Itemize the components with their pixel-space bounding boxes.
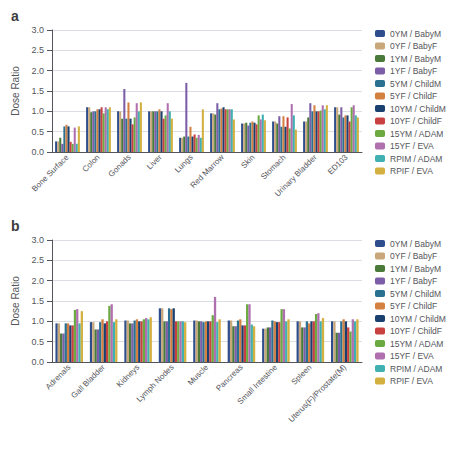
svg-text:1YF / BabyF: 1YF / BabyF xyxy=(390,276,437,286)
svg-text:Pancreas: Pancreas xyxy=(214,363,244,393)
svg-text:Kidneys: Kidneys xyxy=(115,363,141,389)
svg-text:Skin: Skin xyxy=(239,153,256,170)
svg-text:2.0: 2.0 xyxy=(31,276,44,286)
svg-text:Spleen: Spleen xyxy=(290,363,314,387)
svg-text:15YF / EVA: 15YF / EVA xyxy=(390,351,434,361)
svg-text:1YM / BabyM: 1YM / BabyM xyxy=(390,54,441,64)
svg-text:a: a xyxy=(11,8,19,24)
svg-text:1.0: 1.0 xyxy=(31,316,44,326)
svg-text:1YM / BabyM: 1YM / BabyM xyxy=(390,264,441,274)
svg-text:2.5: 2.5 xyxy=(31,45,44,55)
svg-text:Stomach: Stomach xyxy=(259,153,288,182)
svg-text:Uterus(F)/Prostate(M): Uterus(F)/Prostate(M) xyxy=(287,363,349,425)
svg-text:Lymph Nodes: Lymph Nodes xyxy=(135,363,176,404)
svg-text:RPIF / EVA: RPIF / EVA xyxy=(390,166,433,176)
svg-text:10YM / ChildM: 10YM / ChildM xyxy=(390,314,446,324)
svg-text:Dose Ratio: Dose Ratio xyxy=(10,276,21,326)
svg-text:Urinary Bladder: Urinary Bladder xyxy=(273,153,319,199)
svg-text:1.5: 1.5 xyxy=(31,296,44,306)
svg-text:3.0: 3.0 xyxy=(31,25,44,35)
svg-text:RPIF / EVA: RPIF / EVA xyxy=(390,376,433,386)
svg-text:5YM / ChildM: 5YM / ChildM xyxy=(390,79,441,89)
svg-text:Gonads: Gonads xyxy=(107,153,133,179)
svg-text:15YF / EVA: 15YF / EVA xyxy=(390,141,434,151)
svg-text:Red Marrow: Red Marrow xyxy=(189,153,226,190)
svg-text:1.5: 1.5 xyxy=(31,86,44,96)
svg-text:0.5: 0.5 xyxy=(31,337,44,347)
svg-text:3.0: 3.0 xyxy=(31,235,44,245)
svg-text:Bone Surface: Bone Surface xyxy=(30,152,71,193)
svg-text:0.5: 0.5 xyxy=(31,127,44,137)
svg-text:2.5: 2.5 xyxy=(31,255,44,265)
svg-text:1YF / BabyF: 1YF / BabyF xyxy=(390,66,437,76)
svg-text:5YF / ChildF: 5YF / ChildF xyxy=(390,301,437,311)
svg-text:5YM / ChildM: 5YM / ChildM xyxy=(390,289,441,299)
svg-text:0YM / BabyM: 0YM / BabyM xyxy=(390,29,441,39)
svg-text:0.0: 0.0 xyxy=(31,147,44,157)
svg-text:Lungs: Lungs xyxy=(173,153,195,175)
svg-text:0.0: 0.0 xyxy=(31,357,44,367)
svg-text:Colon: Colon xyxy=(81,153,102,174)
svg-text:Gall Bladder: Gall Bladder xyxy=(69,363,107,401)
svg-text:5YF / ChildF: 5YF / ChildF xyxy=(390,91,437,101)
svg-text:Dose Ratio: Dose Ratio xyxy=(10,66,21,116)
svg-text:ED103: ED103 xyxy=(326,152,350,176)
svg-text:Adrenals: Adrenals xyxy=(44,363,73,392)
svg-text:b: b xyxy=(11,218,20,234)
svg-text:10YF / ChildF: 10YF / ChildF xyxy=(390,326,442,336)
svg-text:0YM / BabyM: 0YM / BabyM xyxy=(390,239,441,249)
svg-text:0YF / BabyF: 0YF / BabyF xyxy=(390,251,437,261)
svg-text:15YM / ADAM: 15YM / ADAM xyxy=(390,129,443,139)
svg-text:Small Intestine: Small Intestine xyxy=(236,362,280,406)
svg-text:2.0: 2.0 xyxy=(31,66,44,76)
svg-text:0YF / BabyF: 0YF / BabyF xyxy=(390,41,437,51)
svg-text:1.0: 1.0 xyxy=(31,106,44,116)
svg-text:15YM / ADAM: 15YM / ADAM xyxy=(390,339,443,349)
svg-text:RPIM / ADAM: RPIM / ADAM xyxy=(390,364,442,374)
svg-text:RPIM / ADAM: RPIM / ADAM xyxy=(390,154,442,164)
svg-text:Muscle: Muscle xyxy=(186,362,211,387)
svg-text:10YM / ChildM: 10YM / ChildM xyxy=(390,104,446,114)
svg-text:10YF / ChildF: 10YF / ChildF xyxy=(390,116,442,126)
svg-text:Liver: Liver xyxy=(145,153,164,172)
